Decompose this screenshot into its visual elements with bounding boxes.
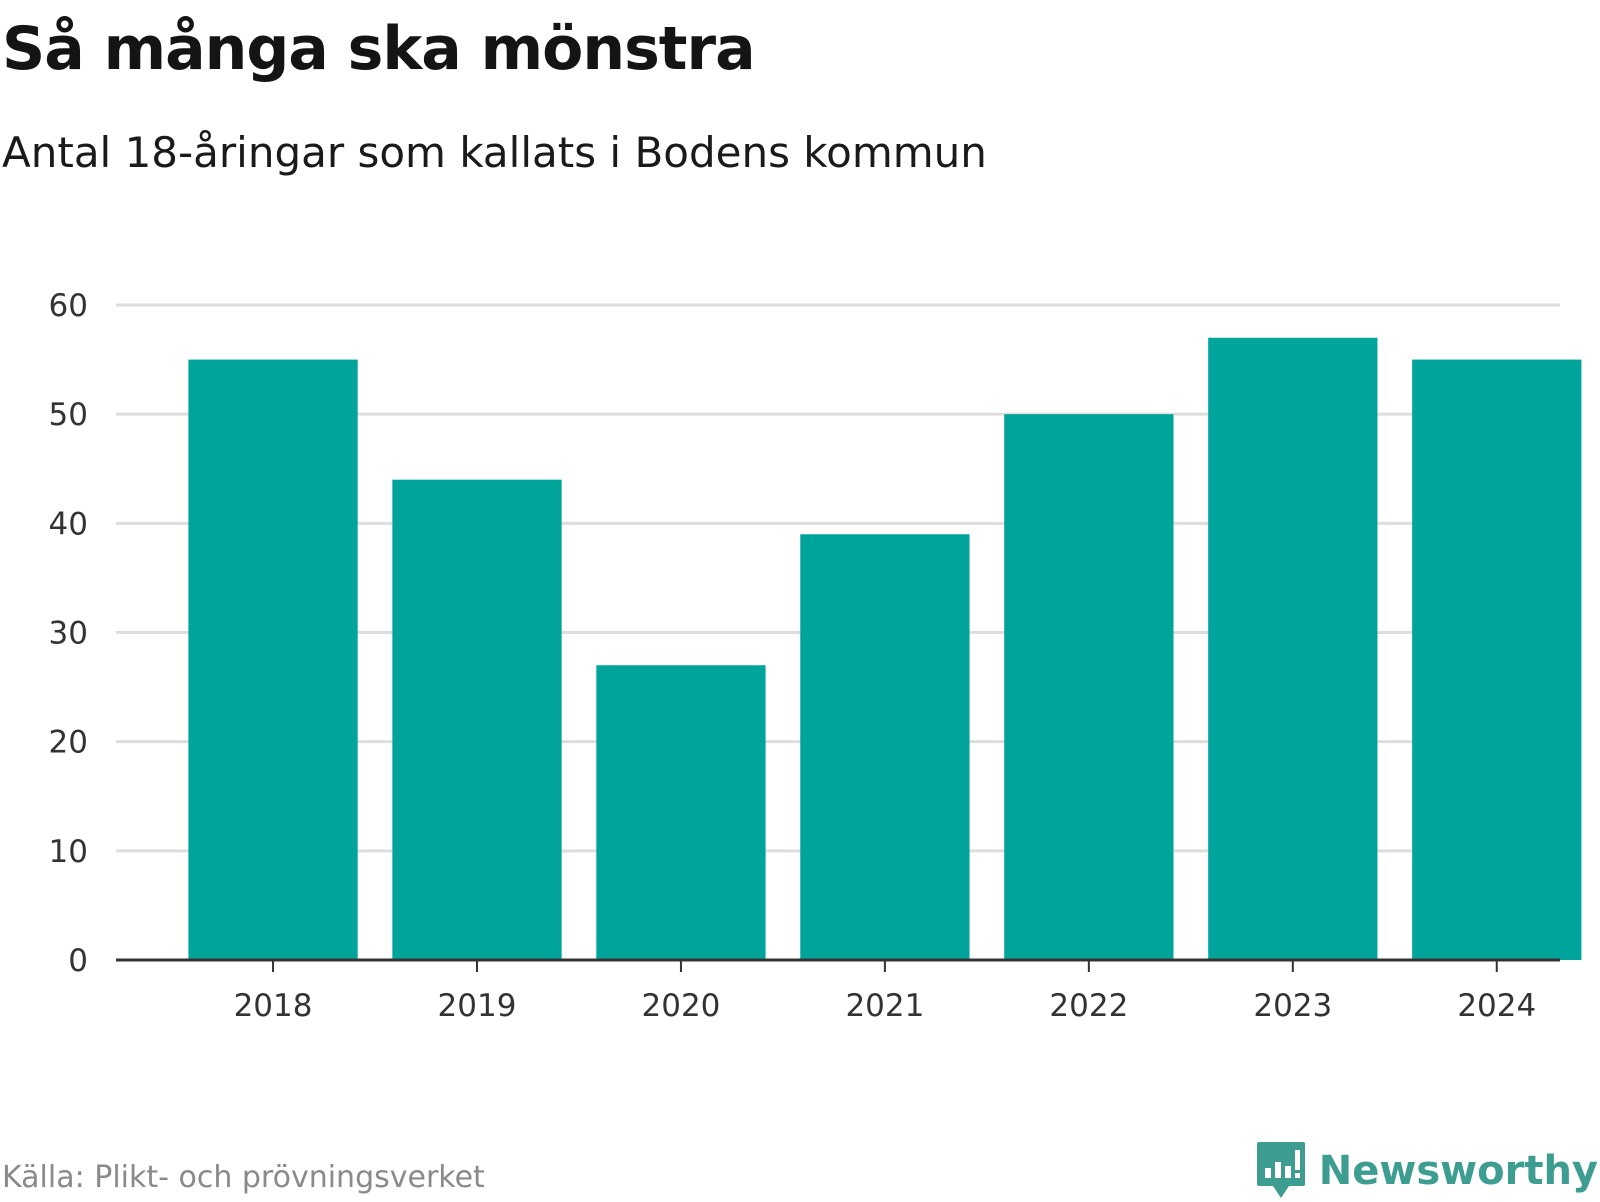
x-tick-label: 2023	[1253, 988, 1332, 1024]
y-tick-label: 60	[49, 288, 88, 324]
brand-name: Newsworthy	[1318, 1148, 1598, 1194]
bar-2018	[188, 359, 358, 960]
bar-2020	[596, 665, 766, 960]
y-tick-label: 0	[68, 943, 88, 979]
y-tick-label: 40	[49, 506, 88, 542]
y-tick-label: 30	[49, 616, 88, 652]
x-tick-label: 2021	[845, 988, 924, 1024]
chart-title: Så många ska mönstra	[2, 14, 756, 84]
chart-subtitle: Antal 18-åringar som kallats i Bodens ko…	[2, 128, 987, 177]
bar-2021	[800, 534, 970, 960]
x-tick-label: 2024	[1457, 988, 1536, 1024]
y-tick-label: 50	[49, 397, 88, 433]
source-note: Källa: Plikt- och prövningsverket	[2, 1160, 485, 1195]
chart-speech-bubble-icon	[1256, 1142, 1305, 1198]
bar-2023	[1208, 337, 1378, 960]
bar-2022	[1004, 414, 1174, 961]
x-tick-label: 2018	[234, 988, 313, 1024]
bars	[188, 337, 1582, 961]
x-tick-label: 2022	[1049, 988, 1128, 1024]
x-tick-label: 2020	[642, 988, 721, 1024]
y-tick-label: 20	[49, 725, 88, 761]
brand-logo: Newsworthy	[1255, 1140, 1598, 1202]
y-axis-ticks: 0 10 20 30 40 50 60	[49, 288, 88, 979]
bar-2019	[392, 479, 562, 960]
y-tick-label: 10	[49, 834, 88, 870]
x-tick-label: 2019	[438, 988, 517, 1024]
x-axis: 2018 2019 2020 2021 2022 2023 2024	[116, 958, 1560, 1024]
bar-2024	[1412, 359, 1582, 960]
